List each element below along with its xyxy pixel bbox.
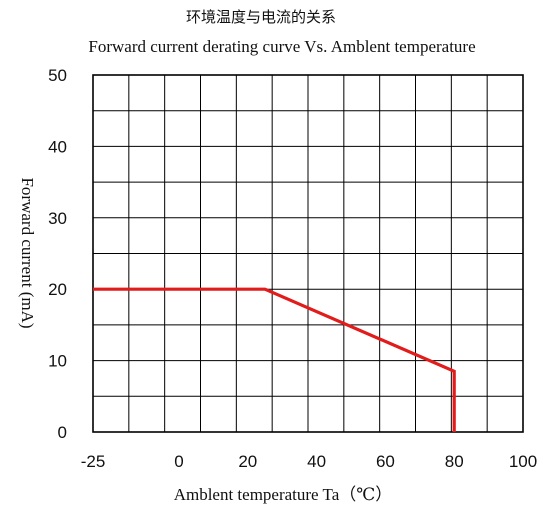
y-tick-label: 0 [58,423,67,442]
y-tick-label: 20 [48,280,67,299]
x-tick-label: -25 [81,452,106,471]
chart-title: 环境温度与电流的关系 [186,8,336,26]
x-tick-label: 100 [509,452,537,471]
y-tick-label: 50 [48,66,67,85]
x-tick-label: 0 [174,452,183,471]
series-group [93,287,456,432]
x-axis-ticks: -25 0 20 40 60 80 100 [81,452,537,471]
y-tick-label: 10 [48,352,67,371]
y-axis-label: Forward current (mA) [18,177,37,328]
y-axis-ticks: 0 10 20 30 40 50 [48,66,67,442]
x-tick-label: 20 [238,452,257,471]
x-tick-label: 40 [307,452,326,471]
y-tick-label: 40 [48,137,67,156]
y-tick-label: 30 [48,209,67,228]
grid [93,75,523,432]
chart-subtitle: Forward current derating curve Vs. Amble… [88,37,475,56]
plot-frame [92,74,524,433]
derating-curve-line [93,287,456,432]
x-axis-label: Amblent temperature Ta（℃） [174,485,393,504]
x-tick-label: 60 [376,452,395,471]
x-tick-label: 80 [445,452,464,471]
